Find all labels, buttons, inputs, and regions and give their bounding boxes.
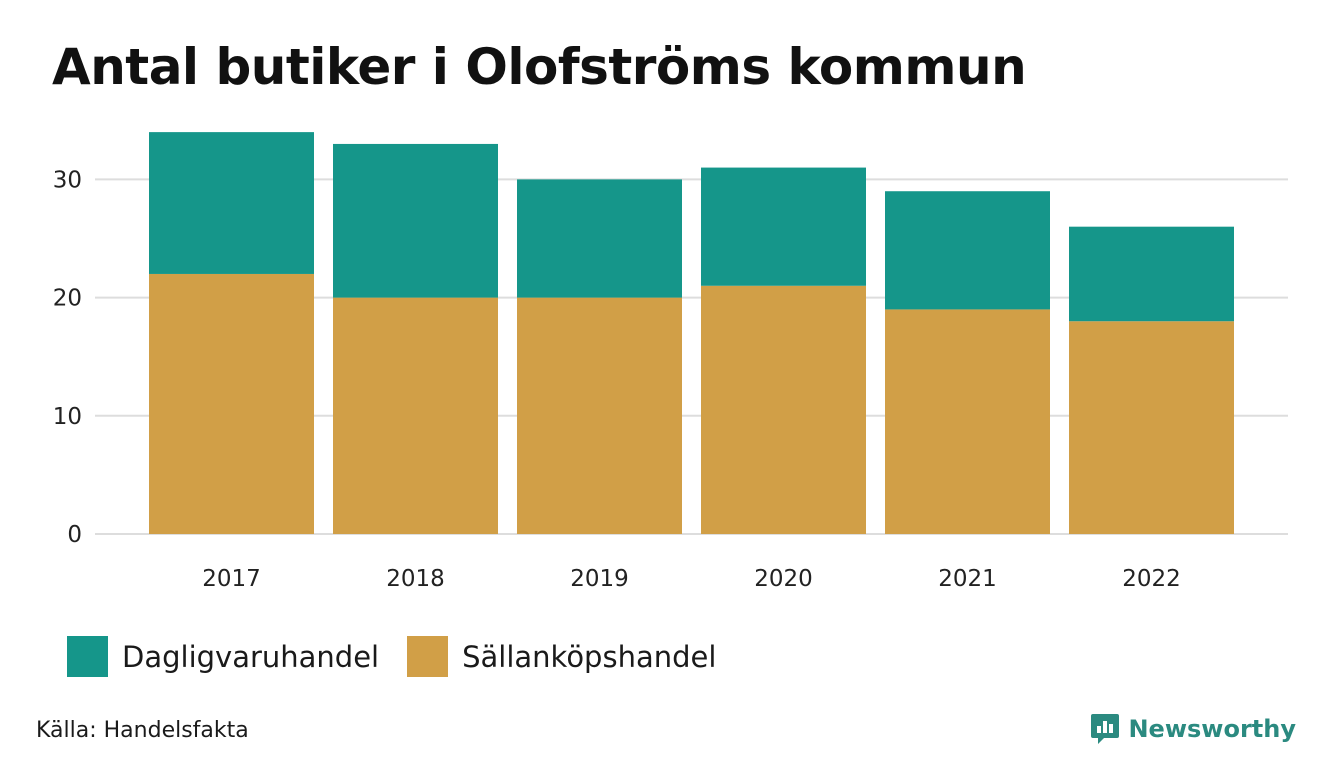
legend-item-sallankopshandel: Sällanköpshandel <box>407 636 716 677</box>
legend: Dagligvaruhandel Sällanköpshandel <box>67 636 744 677</box>
bar-dagligvaruhandel-2019 <box>517 179 682 298</box>
bar-sallankopshandel-2020 <box>701 285 866 534</box>
bar-sallankopshandel-2018 <box>333 297 498 534</box>
bar-sallankopshandel-2017 <box>149 273 314 534</box>
legend-swatch-sallankopshandel <box>407 636 449 677</box>
bar-dagligvaruhandel-2020 <box>701 167 866 286</box>
brand-name: Newsworthy <box>1128 715 1296 743</box>
bars <box>149 132 1234 534</box>
legend-label-sallankopshandel: Sällanköpshandel <box>462 639 717 674</box>
y-tick-label-10: 10 <box>53 404 82 430</box>
source-note: Källa: Handelsfakta <box>36 718 249 743</box>
y-tick-label-30: 30 <box>53 167 82 193</box>
bar-dagligvaruhandel-2022 <box>1069 226 1234 322</box>
stacked-bar-chart: 0 10 20 30 2017 2018 2019 2020 2021 2022 <box>53 132 1288 592</box>
x-tick-label-2017: 2017 <box>202 566 261 592</box>
legend-item-dagligvaruhandel: Dagligvaruhandel <box>67 636 379 677</box>
x-axis: 2017 2018 2019 2020 2021 2022 <box>202 566 1181 592</box>
x-tick-label-2019: 2019 <box>570 566 629 592</box>
y-tick-label-0: 0 <box>67 522 82 548</box>
y-axis: 0 10 20 30 <box>53 167 82 548</box>
bar-sallankopshandel-2021 <box>885 309 1050 534</box>
y-tick-label-20: 20 <box>53 286 82 312</box>
x-tick-label-2020: 2020 <box>754 566 813 592</box>
x-tick-label-2018: 2018 <box>386 566 445 592</box>
bar-sallankopshandel-2019 <box>517 297 682 534</box>
bar-sallankopshandel-2022 <box>1069 321 1234 534</box>
legend-swatch-dagligvaruhandel <box>67 636 108 677</box>
newsworthy-logo-icon <box>1091 714 1120 744</box>
legend-label-dagligvaruhandel: Dagligvaruhandel <box>122 639 380 674</box>
x-tick-label-2022: 2022 <box>1122 566 1181 592</box>
chart-title: Antal butiker i Olofströms kommun <box>52 38 1027 96</box>
bar-dagligvaruhandel-2021 <box>885 191 1050 310</box>
bar-dagligvaruhandel-2018 <box>333 143 498 298</box>
x-tick-label-2021: 2021 <box>938 566 997 592</box>
brand-logo: Newsworthy <box>1090 712 1296 746</box>
bar-dagligvaruhandel-2017 <box>149 132 314 274</box>
